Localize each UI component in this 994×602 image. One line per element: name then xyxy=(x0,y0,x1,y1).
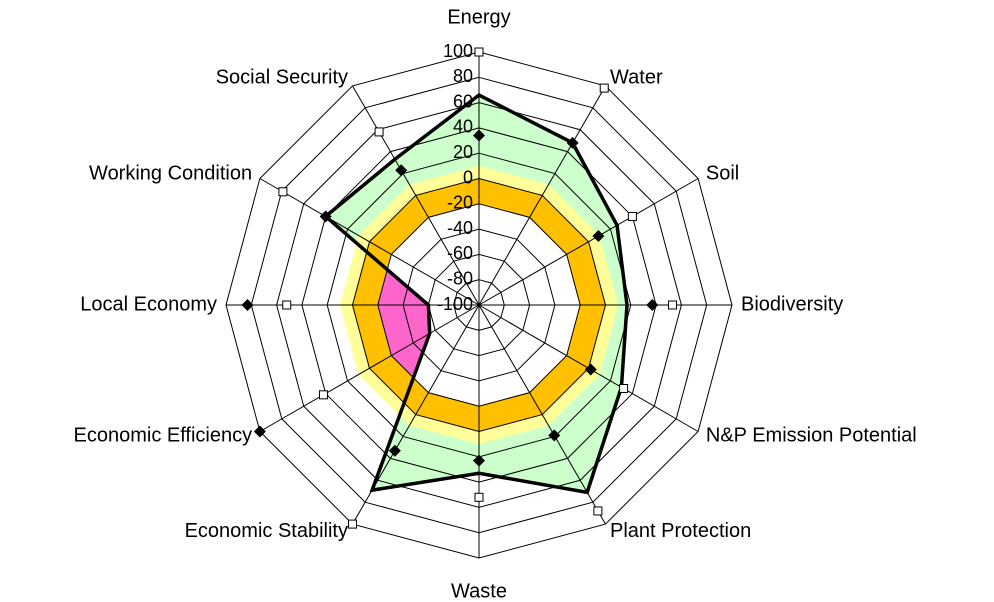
square-marker xyxy=(668,300,678,310)
category-label: Economic Stability xyxy=(185,520,348,542)
r-tick-label: -60 xyxy=(447,243,473,263)
category-label: Waste xyxy=(451,580,507,602)
diamond-marker xyxy=(584,363,597,376)
square-marker xyxy=(282,300,292,310)
category-label: Biodiversity xyxy=(741,293,843,315)
r-tick-label: -100 xyxy=(437,294,473,314)
r-tick-label: 20 xyxy=(453,142,473,162)
r-tick-label: 0 xyxy=(463,167,473,187)
diamond-marker xyxy=(592,230,605,243)
square-marker xyxy=(318,390,328,400)
category-label: Energy xyxy=(447,6,510,28)
diamond-marker xyxy=(395,164,408,177)
r-tick-label: 40 xyxy=(453,117,473,137)
r-tick-label: -40 xyxy=(447,218,473,238)
r-tick-label: -20 xyxy=(447,193,473,213)
diamond-marker xyxy=(566,136,579,149)
square-marker xyxy=(627,211,637,221)
spoke xyxy=(478,178,699,306)
square-marker xyxy=(599,83,609,93)
category-label: Soil xyxy=(706,162,739,184)
category-label: Local Economy xyxy=(80,293,217,315)
category-label: N&P Emission Potential xyxy=(706,424,917,446)
category-label: Economic Efficiency xyxy=(74,424,253,446)
spoke xyxy=(352,85,480,306)
square-marker xyxy=(474,47,484,57)
square-marker xyxy=(474,492,484,502)
spoke xyxy=(478,304,606,525)
spoke xyxy=(478,85,606,306)
square-marker xyxy=(593,506,603,516)
diamond-marker xyxy=(473,129,485,142)
diamond-marker xyxy=(241,299,254,311)
spoke xyxy=(259,178,480,306)
diamond-marker xyxy=(473,454,485,467)
square-marker xyxy=(374,127,384,137)
diamond-marker xyxy=(548,429,561,442)
category-label: Working Condition xyxy=(89,162,252,184)
category-label: Water xyxy=(610,66,663,88)
spoke xyxy=(259,304,480,432)
diamond-marker xyxy=(253,425,266,438)
diamond-marker xyxy=(319,210,332,223)
r-tick-label: 80 xyxy=(453,66,473,86)
square-marker xyxy=(278,187,288,197)
category-label: Plant Protection xyxy=(610,520,751,542)
square-marker xyxy=(619,383,629,393)
r-tick-label: -80 xyxy=(447,268,473,288)
diamond-marker xyxy=(646,299,659,311)
r-tick-label: 100 xyxy=(443,41,473,61)
diamond-marker xyxy=(388,444,401,457)
r-tick-label: 60 xyxy=(453,91,473,111)
category-label: Social Security xyxy=(216,66,348,88)
square-marker xyxy=(348,519,357,529)
